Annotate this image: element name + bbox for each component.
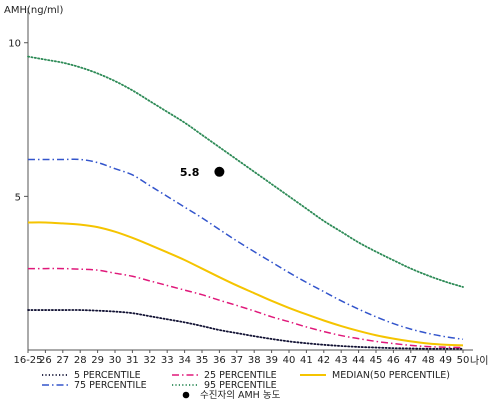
x-tick-label: 35	[196, 355, 209, 366]
y-axis-label: AMH(ng/ml)	[4, 5, 63, 16]
x-tick-label: 28	[74, 355, 87, 366]
x-tick-label: 40	[283, 355, 296, 366]
series-line-median-50-percentile	[27, 221, 464, 347]
x-tick-label: 41	[300, 355, 313, 366]
patient-marker-label: 5.8	[180, 166, 200, 179]
x-tick-label: 45	[370, 355, 383, 366]
x-axis-label: 나이	[470, 355, 488, 367]
y-tick-label: 10	[8, 39, 21, 50]
x-tick-label: 33	[161, 355, 174, 366]
series-line-25-percentile	[27, 267, 464, 349]
x-tick-label: 26	[39, 355, 52, 366]
x-tick-label: 47	[404, 355, 417, 366]
x-tick-label: 31	[126, 355, 139, 366]
legend-marker-label: 수진자의 AMH 농도	[200, 390, 281, 400]
x-tick-label: 39	[265, 355, 278, 366]
x-tick-label: 46	[387, 355, 400, 366]
legend: 5 PERCENTILE 25 PERCENTILE MEDIAN(50 PERCE…	[42, 370, 450, 400]
legend-marker-dot	[182, 391, 190, 399]
x-tick-label: 38	[248, 355, 261, 366]
marker-group: 5.8	[180, 166, 225, 179]
x-tick-label: 16-25	[13, 355, 42, 366]
legend-label: 75 PERCENTILE	[74, 380, 147, 391]
x-tick-label: 43	[335, 355, 348, 366]
legend-label: MEDIAN(50 PERCENTILE)	[332, 370, 450, 381]
x-tick-label: 44	[352, 355, 365, 366]
x-tick-label: 36	[213, 355, 226, 366]
patient-marker-dot	[214, 166, 225, 177]
legend-label: 95 PERCENTILE	[204, 380, 277, 391]
x-tick-label: 48	[422, 355, 435, 366]
x-tick-label: 29	[91, 355, 104, 366]
legend-label: 25 PERCENTILE	[204, 370, 277, 381]
x-tick-label: 30	[109, 355, 122, 366]
x-tick-label: 34	[178, 355, 191, 366]
series-line-75-percentile	[27, 158, 464, 340]
x-tick-label: 32	[143, 355, 156, 366]
legend-label: 5 PERCENTILE	[74, 370, 141, 381]
series-lines	[27, 55, 464, 350]
x-tick-label: 42	[317, 355, 330, 366]
y-tick-label: 5	[15, 192, 21, 203]
series-line-5-percentile	[27, 309, 464, 350]
x-tick-label: 50	[457, 355, 470, 366]
x-tick-label: 49	[439, 355, 452, 366]
x-tick-label: 27	[56, 355, 69, 366]
x-tick-label: 37	[230, 355, 243, 366]
series-line-95-percentile	[27, 55, 464, 288]
